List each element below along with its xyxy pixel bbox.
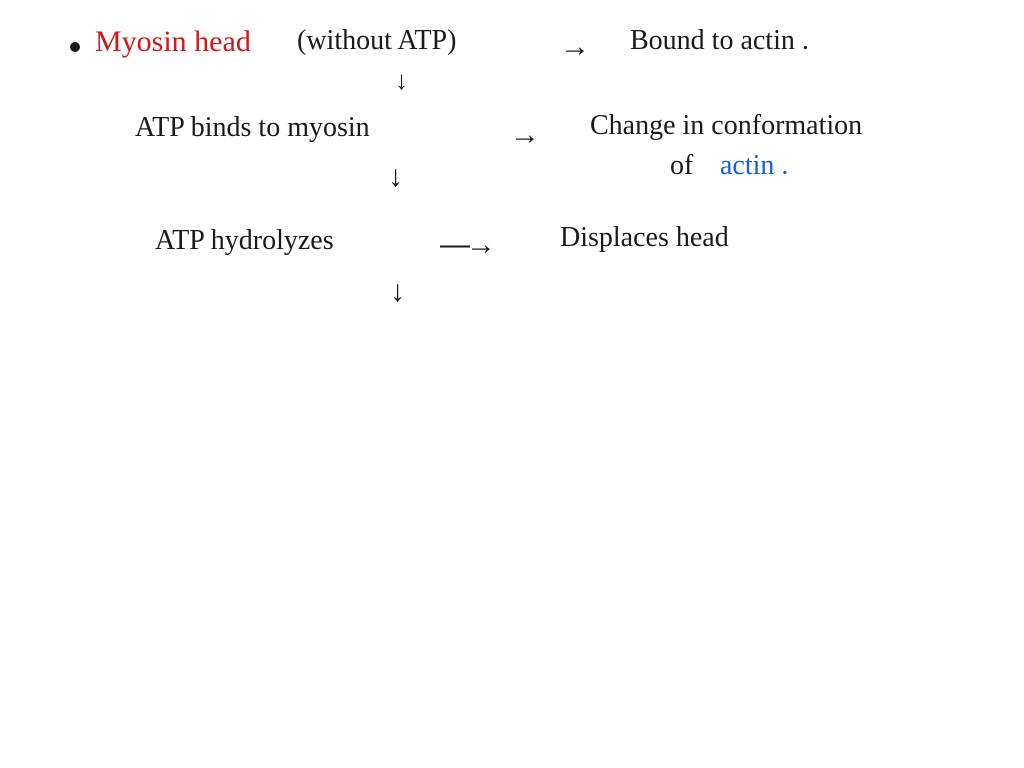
arrow-right-3: —→ — [440, 228, 492, 262]
arrow-down-3: ↓ — [390, 275, 405, 309]
arrow-down-2: ↓ — [388, 160, 403, 194]
node-without-atp: (without ATP) — [297, 25, 456, 57]
arrow-down-1: ↓ — [395, 65, 408, 96]
node-atp-binds: ATP binds to myosin — [135, 112, 370, 144]
bullet-point — [70, 42, 80, 52]
node-atp-hydrolyzes: ATP hydrolyzes — [155, 225, 334, 257]
node-bound-actin: Bound to actin . — [630, 25, 809, 57]
arrow-right-1: → — [560, 30, 590, 64]
node-of: of — [670, 150, 693, 182]
node-myosin-head: Myosin head — [95, 25, 251, 59]
node-actin: actin . — [720, 150, 788, 182]
node-displaces-head: Displaces head — [560, 222, 729, 254]
node-conformation: Change in conformation — [590, 110, 862, 142]
arrow-right-2: → — [510, 118, 540, 152]
